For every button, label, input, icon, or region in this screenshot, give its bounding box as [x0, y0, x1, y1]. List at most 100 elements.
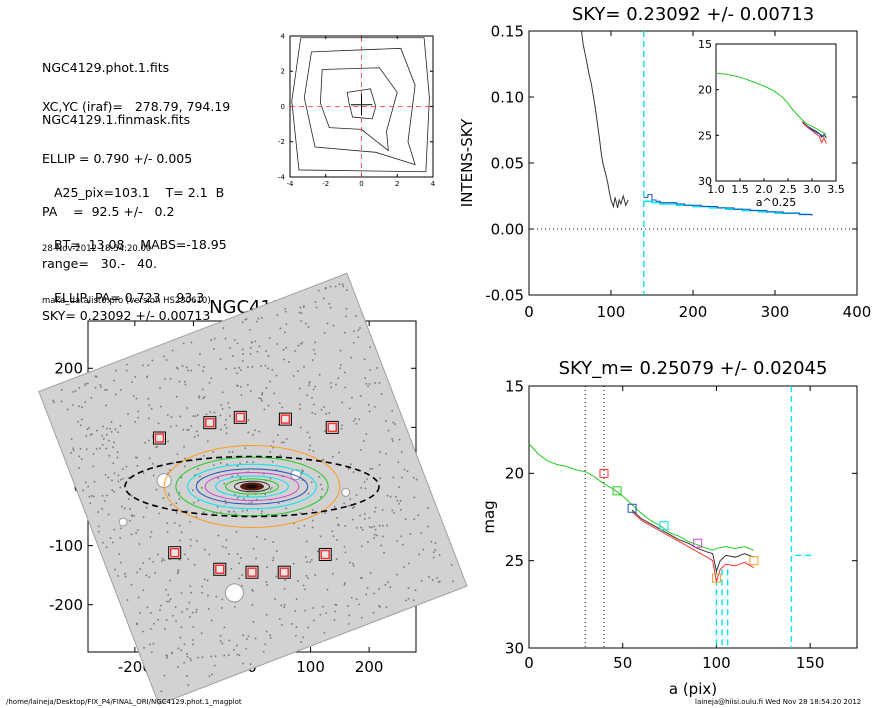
mask-hole [224, 583, 244, 603]
sky-panel-title: SKY= 0.23092 +/- 0.00713 [572, 4, 814, 25]
sky-box-marker-inner [154, 433, 165, 443]
y-tick-label: 15 [505, 377, 524, 395]
y-tick-label: -4 [278, 173, 286, 181]
inset-x-tick-label: 1.5 [731, 183, 749, 196]
y-tick-label: 4 [281, 32, 286, 40]
inset-frame [715, 43, 837, 182]
sky-panel-ylabel: INTENS-SKY [458, 118, 476, 207]
x-tick-label: 400 [843, 303, 872, 321]
mag-panel-title: SKY_m= 0.25079 +/- 0.02045 [559, 358, 828, 379]
mag-marker-square [711, 573, 721, 583]
sky-box-marker-inner [215, 564, 225, 574]
info-line: BT= 13.08 MABS=-18.95 [54, 237, 227, 253]
info-block-geometry: XC,YC (iraf)= 278.79, 794.19 ELLIP = 0.7… [42, 62, 230, 342]
y-tick-label: 0.10 [491, 88, 524, 106]
info-line: make_datalist0.pro (version HS230610) [42, 296, 211, 306]
y-tick-label: -200 [49, 596, 83, 614]
sky-box-marker [152, 431, 166, 445]
x-tick-label: 0 [359, 180, 363, 188]
isophote-ellipse [195, 468, 309, 505]
footer-user: laineja@hiisi.oulu.fi Wed Nov 28 18:54:2… [695, 698, 862, 706]
inset-xlabel: a^0.25 [756, 196, 796, 209]
sky-box-marker-inner [235, 412, 246, 423]
inset-series-line [802, 122, 827, 144]
x-tick-label: 0 [524, 654, 534, 672]
mag-series-line [631, 509, 755, 573]
inset-y-tick-label: 30 [698, 175, 712, 188]
sky-box-marker [318, 547, 332, 561]
info-line: XC,YC (iraf)= 278.79, 794.19 [42, 99, 231, 114]
info-line: 28-Nov-2012 18:54:20.00 [42, 244, 152, 254]
sky-box-marker [203, 416, 217, 430]
isophote-ellipse [187, 463, 317, 510]
mag-marker-square [749, 556, 759, 566]
y-tick-label: -100 [49, 537, 83, 555]
mag-panel-xlabel: a (pix) [669, 680, 717, 698]
sky-box-marker-inner [205, 417, 215, 428]
inset-y-tick-label: 15 [698, 38, 712, 51]
mag-marker-square [659, 521, 669, 531]
info-line: SKY= 0.23092 +/- 0.00713 [42, 308, 211, 324]
isophote-ellipse [204, 471, 300, 502]
contour-line [303, 47, 416, 166]
y-tick-label: 0 [281, 103, 285, 111]
info-line: A25_pix=103.1 T= 2.1 B [54, 185, 225, 200]
mag-marker-square [693, 538, 703, 548]
inset-bg [716, 44, 836, 181]
sky-series-line [643, 200, 812, 216]
y-tick-label: -2 [278, 138, 285, 146]
y-tick-label: 2 [281, 68, 285, 76]
mask-hole [341, 487, 351, 497]
x-tick-label: 0 [524, 303, 534, 321]
y-tick-label: 0.00 [491, 220, 524, 238]
inset-x-tick-label: 1.0 [707, 183, 725, 196]
x-tick-label: 200 [679, 303, 708, 321]
sky-box-marker [278, 412, 292, 426]
sky-box-marker-inner [280, 414, 291, 424]
x-tick-label: 150 [796, 654, 825, 672]
y-tick-label: 30 [505, 639, 524, 657]
sky-box-marker-inner [327, 422, 337, 433]
y-tick-label: 0.05 [491, 154, 524, 172]
info-line: NGC4129.phot.1.fits [42, 60, 170, 75]
sky-box-marker [325, 420, 339, 434]
x-tick-label: 200 [355, 658, 384, 676]
sky-box-marker [245, 565, 259, 579]
info-line: NGC4129.1.finmask.fits [42, 112, 191, 128]
y-tick-label: -0.05 [485, 286, 524, 304]
mag-panel-frame [528, 385, 858, 649]
info-block-meta: 28-Nov-2012 18:54:20.00 make_datalist0.p… [42, 204, 211, 327]
x-tick-label: 50 [613, 654, 632, 672]
mag-series-line [631, 511, 755, 582]
fit-ellipse [124, 455, 380, 518]
inset-x-tick-label: 3.0 [803, 183, 821, 196]
inset-series-line [806, 125, 825, 138]
inset-x-tick-label: 3.5 [827, 183, 845, 196]
x-tick-label: 4 [431, 180, 436, 188]
x-tick-label: 100 [702, 654, 731, 672]
sky-box-marker-inner [247, 567, 257, 577]
x-tick-label: 100 [296, 658, 325, 676]
isophote-ellipse [233, 480, 271, 493]
isophote-ellipse [163, 445, 341, 528]
sky-box-marker [168, 546, 182, 560]
inset-y-tick-label: 20 [698, 84, 712, 97]
mag-marker-square [599, 468, 609, 478]
sky-box-marker-inner [320, 549, 330, 560]
info-block-files: NGC4129.phot.1.fits NGC4129.1.finmask.fi… [42, 23, 190, 147]
sky-series-line [580, 30, 629, 209]
mask-hole [118, 517, 128, 527]
contour-line [346, 88, 377, 120]
mag-marker-square [612, 486, 622, 496]
x-tick-label: 100 [597, 303, 626, 321]
isophote-ellipse [215, 475, 289, 498]
y-tick-label: 200 [54, 360, 83, 378]
inset-x-tick-label: 2.5 [779, 183, 797, 196]
inset-series-line [715, 72, 827, 135]
galaxy-nucleus [246, 484, 258, 489]
mag-marker-square [627, 503, 637, 513]
sky-box-marker-inner [169, 547, 180, 558]
x-tick-label: -2 [322, 180, 329, 188]
x-tick-label: 300 [761, 303, 790, 321]
